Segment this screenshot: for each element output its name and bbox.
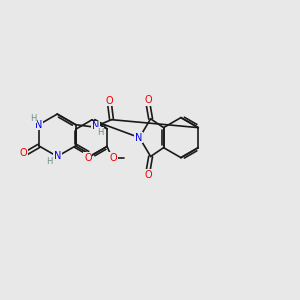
- Text: O: O: [145, 170, 152, 180]
- Text: H: H: [97, 128, 103, 137]
- Text: H: H: [30, 114, 37, 123]
- Text: N: N: [35, 120, 43, 130]
- Text: N: N: [135, 133, 142, 142]
- Text: O: O: [109, 153, 117, 163]
- Text: N: N: [92, 122, 99, 131]
- Text: O: O: [106, 95, 114, 106]
- Text: N: N: [54, 152, 61, 161]
- Text: O: O: [84, 153, 92, 163]
- Text: O: O: [19, 148, 27, 158]
- Text: H: H: [46, 157, 52, 166]
- Text: O: O: [145, 95, 152, 105]
